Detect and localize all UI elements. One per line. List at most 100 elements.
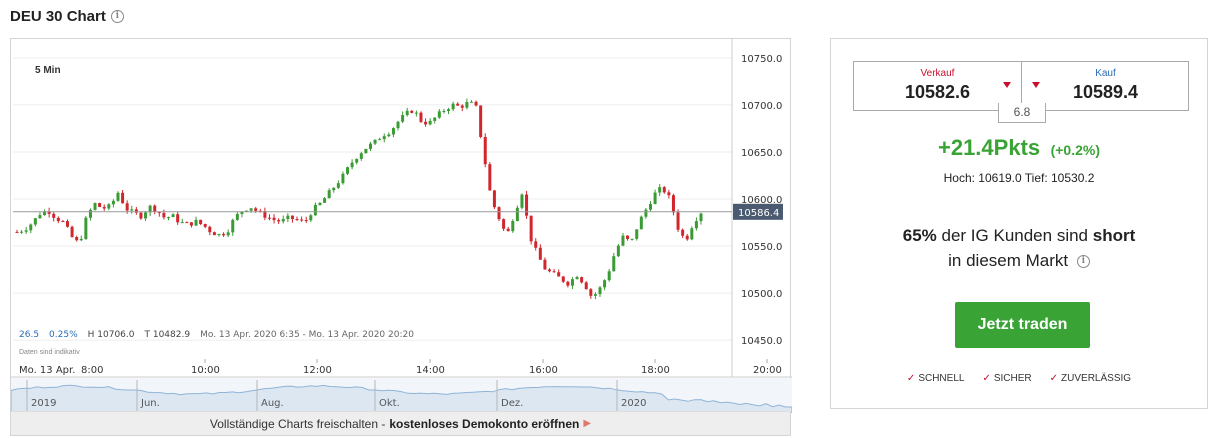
candle-body [176,214,180,223]
stat-value-1: 26.5 [19,330,40,340]
candle-body [52,213,56,218]
sentiment-text-1: der IG Kunden sind [941,226,1088,245]
candle-body [323,198,327,203]
candle-body [368,143,372,149]
chart-container[interactable]: 10750.0 10700.0 10650.0 10600.0 10550.0 10500… [10,38,792,436]
candle-body [111,200,115,205]
candle-body [511,220,515,232]
sell-price[interactable]: Verkauf 10582.6 [854,68,1021,103]
data-disclaimer: Daten sind indikativ [19,349,80,356]
candle-body [29,224,33,231]
candle-body [685,235,689,240]
candle-body [456,103,460,106]
candle-body [671,195,675,213]
stat-value-2: 0.25% [49,330,78,340]
candle-body [47,211,51,214]
candle-body [43,211,47,216]
navigator-label: 2019 [31,398,56,409]
candle-body [653,192,657,205]
candle-body [346,167,350,174]
candle-body [65,221,69,227]
candle-body [548,269,552,272]
candle-body [130,209,134,211]
sentiment-text-2: in diesem Markt [948,251,1069,270]
info-icon[interactable]: i [1076,255,1090,269]
unlock-banner[interactable]: Vollständige Charts freischalten - koste… [11,411,790,435]
info-icon[interactable]: i [110,10,124,23]
candle-body [222,234,226,236]
candle-body [401,115,405,122]
feature-item: ✓ SICHER [982,373,1032,384]
candle-body [447,109,451,112]
candle-body [254,208,258,211]
candle-body [185,222,189,224]
change-percent: (+0.2%) [1050,142,1100,158]
candle-body [153,205,157,213]
candle-body [515,207,519,221]
candle-body [561,276,565,282]
candle-body [694,221,698,229]
check-icon: ✓ [1049,373,1059,384]
candle-body [56,217,60,222]
x-tick-label: Mo. 13 Apr. [19,365,75,376]
y-tick-label: 10600.0 [741,195,782,206]
candle-body [538,247,542,260]
candle-body [662,187,666,193]
stat-high: H 10706.0 [87,330,135,340]
candle-body [199,219,203,224]
buy-price[interactable]: Kauf 10589.4 [1022,68,1189,103]
x-tick-label: 16:00 [529,365,558,376]
price-divider [1021,62,1022,110]
candle-body [116,192,120,201]
candle-body [649,204,653,210]
candle-body [162,212,166,218]
candle-body [79,238,83,241]
sell-label: Verkauf [920,68,955,79]
candle-body [93,203,97,210]
down-triangle-icon [1003,82,1011,88]
price-chart[interactable]: 10750.0 10700.0 10650.0 10600.0 10550.0 10500… [11,39,792,413]
candle-body [300,219,304,221]
candle-body [676,212,680,230]
buy-value: 10589.4 [1072,82,1139,102]
timeframe-label[interactable]: 5 Min [35,65,61,76]
demo-account-link[interactable]: kostenloses Demokonto eröffnen [389,416,580,431]
candle-body [378,139,382,141]
candle-body [208,226,212,233]
feature-item: ✓ ZUVERLÄSSIG [1049,373,1132,384]
candle-body [38,215,42,219]
candle-body [621,235,625,246]
candle-body [616,245,620,257]
candle-body [593,294,597,296]
candle-body [61,221,65,223]
candle-body [474,101,478,106]
candle-body [226,232,230,236]
candle-body [318,202,322,205]
candle-body [424,121,428,125]
candle-body [355,158,359,163]
candle-body [121,192,125,204]
sell-value: 10582.6 [904,82,971,102]
x-tick-label: 18:00 [641,365,670,376]
feature-item: ✓ SCHNELL [906,373,965,384]
candle-body [20,231,24,233]
candle-body [373,139,377,144]
x-tick-label: 12:00 [303,365,332,376]
navigator-label: Aug. [261,398,284,409]
candle-body [203,223,207,227]
trade-panel: Verkauf 10582.6 Kauf 10589.4 6.8 +21.4Pk… [830,38,1208,409]
y-tick-label: 10450.0 [741,336,782,347]
candle-body [630,238,634,240]
candle-body [529,215,533,242]
candle-body [396,121,400,129]
candle-body [699,213,703,222]
candle-body [419,112,423,122]
candle-body [575,277,579,280]
trade-now-button[interactable]: Jetzt traden [955,302,1090,348]
candle-body [309,215,313,221]
buy-label: Kauf [1095,68,1116,79]
feature-list: ✓ SCHNELL ✓ SICHER ✓ ZUVERLÄSSIG [831,373,1207,384]
candle-body [235,213,239,220]
x-tick-label: 10:00 [191,365,220,376]
page-title: DEU 30 Chart i [10,8,124,25]
